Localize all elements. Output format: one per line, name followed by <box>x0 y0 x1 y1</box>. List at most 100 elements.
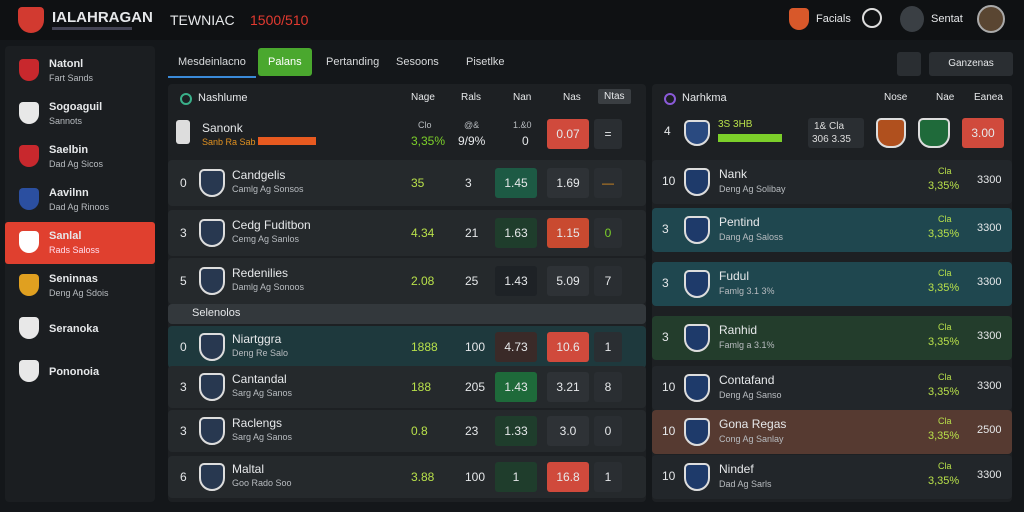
sidebar-sub: Rads Saloss <box>49 245 100 255</box>
stat-top: Cla <box>938 372 952 382</box>
sidebar-icon <box>19 188 39 210</box>
match-row[interactable]: 3 Cedg Fuditbon Cemg Ag Sanlos 4.34 21 1.63 1.… <box>168 210 646 256</box>
stat-top: 1.&0 <box>513 120 532 130</box>
odds[interactable]: 3.21 <box>547 372 589 402</box>
sidebar-item[interactable]: Seninnas Deng Ag Sdois <box>5 265 155 307</box>
match-row[interactable]: Sanonk Sanb Ra Sab Clo 3,35% @& 9/9% 1.&0 0 0.07… <box>168 112 646 156</box>
odds[interactable]: 4.73 <box>495 332 537 362</box>
filter-button[interactable]: Ganzenas <box>929 52 1013 76</box>
action[interactable]: 0 <box>594 218 622 248</box>
tagline: TEWNIAC <box>170 12 235 28</box>
odds[interactable]: 0.07 <box>547 119 589 149</box>
odds[interactable]: 1.43 <box>495 266 537 296</box>
stat: 3,35% <box>411 134 446 148</box>
sidebar-item[interactable]: Seranoka <box>5 308 155 350</box>
match-row[interactable]: 0 Candgelis Camlg Ag Sonsos 35 3 1.45 1.69— <box>168 160 646 206</box>
team-name: Cedg Fuditbon <box>232 218 311 232</box>
team-sub: Camlg Ag Sonsos <box>232 184 304 194</box>
ranking-row[interactable]: 3 Ranhid Famlg a 3.1% Cla 3,35% 3300 <box>652 316 1012 360</box>
score: 306 3.35 <box>812 134 851 145</box>
action[interactable]: 8 <box>594 372 622 402</box>
sidebar-title: Sanlal <box>49 230 82 242</box>
sidebar-icon <box>19 274 39 296</box>
sidebar-sub: Deng Ag Sdois <box>49 288 109 298</box>
stat-top: Clo <box>418 120 432 130</box>
sidebar-sub: Dad Ag Sicos <box>49 159 104 169</box>
match-row[interactable]: 6 Maltal Goo Rado Soo 3.88 100 1 16.8 1 <box>168 456 646 498</box>
rank: 10 <box>662 380 676 394</box>
odds[interactable]: 5.09 <box>547 266 589 296</box>
odds[interactable]: 1.69 <box>547 168 589 198</box>
ranking-row[interactable]: 3 Fudul Famlg 3.1 3% Cla 3,35% 3300 <box>652 262 1012 306</box>
settings-button[interactable] <box>897 52 921 76</box>
odds[interactable]: 1 <box>495 462 537 492</box>
action[interactable]: 1 <box>594 462 622 492</box>
profile-avatar[interactable] <box>977 5 1005 33</box>
odds[interactable]: 1.43 <box>495 372 537 402</box>
stat: 35 <box>411 176 425 190</box>
sidebar-item[interactable]: Pononoia <box>5 351 155 393</box>
odds[interactable]: 1.33 <box>495 416 537 446</box>
team-sub: Deng Ag Solibay <box>719 184 786 194</box>
action[interactable]: 0 <box>594 416 622 446</box>
match-row[interactable]: 3 Raclengs Sarg Ag Sanos 0.8 23 1.33 3.0 0 <box>168 410 646 452</box>
match-row[interactable]: 3 Cantandal Sarg Ag Sanos 188 205 1.43 3.21 8 <box>168 366 646 408</box>
stat: 3,35% <box>928 282 960 294</box>
sidebar-title: Pononoia <box>49 366 100 378</box>
team-badge <box>199 463 225 491</box>
tab[interactable]: Pertanding <box>326 56 380 68</box>
user2[interactable]: Sentat <box>931 13 963 25</box>
sidebar-item[interactable]: Sogoaguil Sannots <box>5 93 155 135</box>
rank: 10 <box>662 469 676 483</box>
column-header: Nae <box>936 92 955 103</box>
action[interactable]: = <box>594 119 622 149</box>
action[interactable]: 1 <box>594 332 622 362</box>
matches-panel: Nashlume Nage Rals Nan Nas Ntas Sanonk Sanb Ra … <box>168 84 646 502</box>
team-sub: Dang Ag Saloss <box>719 232 784 242</box>
team-badge <box>684 168 710 196</box>
ranking-row[interactable]: 10 Gona Regas Cong Ag Sanlay Cla 3,35% 2500 <box>652 410 1012 454</box>
column-header: Nas <box>563 92 581 103</box>
sidebar-icon <box>19 102 39 124</box>
score: 1500/510 <box>250 12 309 28</box>
team-name: Cantandal <box>232 372 287 386</box>
ranking-row[interactable]: 10 Contafand Deng Ag Sanso Cla 3,35% 3300 <box>652 366 1012 410</box>
tab[interactable]: Palans <box>258 48 312 76</box>
ranking-row[interactable]: 3 Pentind Dang Ag Saloss Cla 3,35% 3300 <box>652 208 1012 252</box>
odds[interactable]: 16.8 <box>547 462 589 492</box>
sidebar-item[interactable]: Sanlal Rads Saloss <box>5 222 155 264</box>
team-sub: Cong Ag Sanlay <box>719 434 784 444</box>
action[interactable]: — <box>594 168 622 198</box>
match-row[interactable]: 0 Niartggra Deng Re Salo 1888 100 4.73 10.6 1 <box>168 326 646 368</box>
team-name: Nindef <box>719 462 754 476</box>
odds[interactable]: 3.00 <box>962 118 1004 148</box>
panel-icon <box>664 93 676 105</box>
odds[interactable]: 3.0 <box>547 416 589 446</box>
tab[interactable]: Sesoons <box>396 56 439 68</box>
tab[interactable]: Pisetlke <box>466 56 505 68</box>
user1[interactable]: Facials <box>816 13 851 25</box>
sidebar-title: Seninnas <box>49 273 98 285</box>
stat-top: Cla <box>938 166 952 176</box>
notifications[interactable] <box>862 8 882 28</box>
panel-title: Narhkma <box>682 92 727 104</box>
match-row[interactable]: 5 Redenilies Damlg Ag Sonoos 2.08 25 1.43 5.09… <box>168 258 646 304</box>
odds[interactable]: 1.45 <box>495 168 537 198</box>
odds[interactable]: 10.6 <box>547 332 589 362</box>
column-header: Nage <box>411 92 435 103</box>
team-badge <box>199 373 225 401</box>
tab[interactable]: Mesdeinlacno <box>168 48 256 78</box>
odds[interactable]: 1.63 <box>495 218 537 248</box>
ranking-row[interactable]: 10 Nindef Dad Ag Sarls Cla 3,35% 3300 <box>652 455 1012 499</box>
featured-row[interactable]: 4 3S 3HB 1& Cla 306 3.35 3.00 <box>652 112 1012 156</box>
rank: 5 <box>180 274 187 288</box>
action[interactable]: 7 <box>594 266 622 296</box>
sidebar-item[interactable]: Natonl Fart Sands <box>5 50 155 92</box>
ranking-row[interactable]: 10 Nank Deng Ag Solibay Cla 3,35% 3300 <box>652 160 1012 204</box>
sidebar-item[interactable]: Aavilnn Dad Ag Rinoos <box>5 179 155 221</box>
odds[interactable]: 1.15 <box>547 218 589 248</box>
team-badge <box>199 267 225 295</box>
team-badge <box>176 120 190 144</box>
section-header <box>168 304 646 324</box>
sidebar-item[interactable]: Saelbin Dad Ag Sicos <box>5 136 155 178</box>
